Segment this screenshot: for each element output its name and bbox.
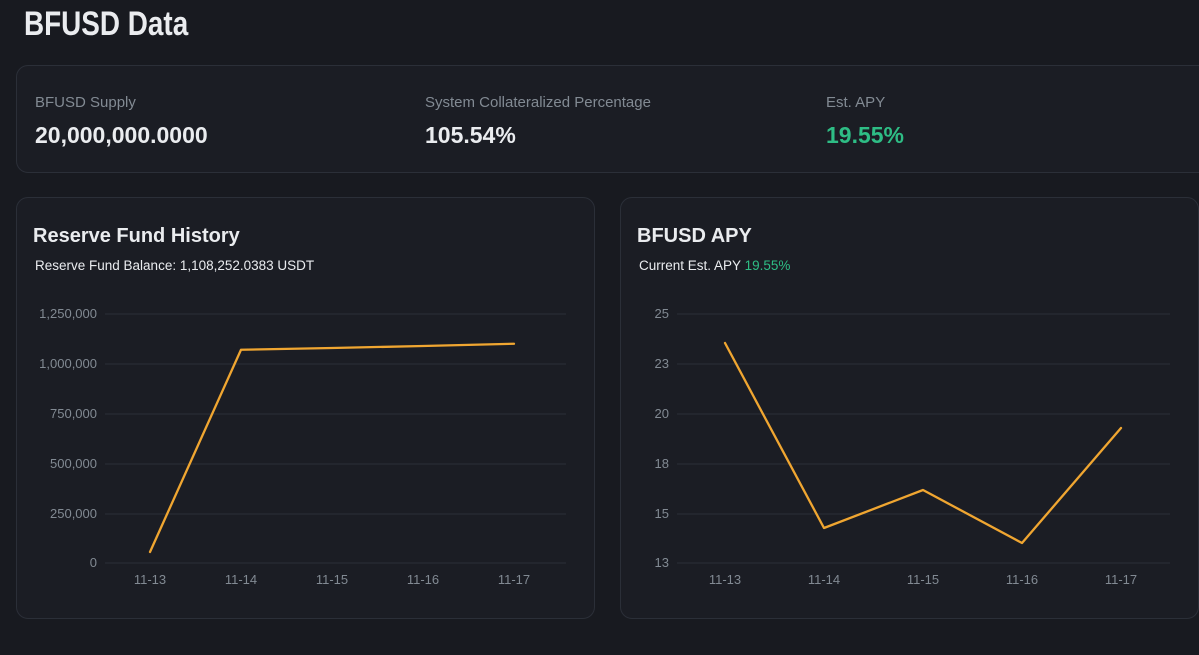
svg-text:11-17: 11-17 (1105, 572, 1137, 587)
svg-text:500,000: 500,000 (50, 456, 97, 471)
svg-text:11-14: 11-14 (225, 572, 257, 587)
svg-text:11-15: 11-15 (907, 572, 939, 587)
svg-text:250,000: 250,000 (50, 506, 97, 521)
svg-text:11-14: 11-14 (808, 572, 840, 587)
svg-text:11-13: 11-13 (134, 572, 166, 587)
svg-text:25: 25 (655, 306, 669, 321)
svg-text:1,250,000: 1,250,000 (39, 306, 97, 321)
svg-text:15: 15 (655, 506, 669, 521)
svg-text:750,000: 750,000 (50, 406, 97, 421)
svg-text:20: 20 (655, 406, 669, 421)
svg-text:13: 13 (655, 555, 669, 570)
svg-text:11-15: 11-15 (316, 572, 348, 587)
svg-text:11-13: 11-13 (709, 572, 741, 587)
svg-text:11-17: 11-17 (498, 572, 530, 587)
svg-text:11-16: 11-16 (1006, 572, 1038, 587)
svg-text:0: 0 (90, 555, 97, 570)
svg-text:11-16: 11-16 (407, 572, 439, 587)
svg-text:1,000,000: 1,000,000 (39, 356, 97, 371)
svg-text:23: 23 (655, 356, 669, 371)
svg-text:18: 18 (655, 456, 669, 471)
